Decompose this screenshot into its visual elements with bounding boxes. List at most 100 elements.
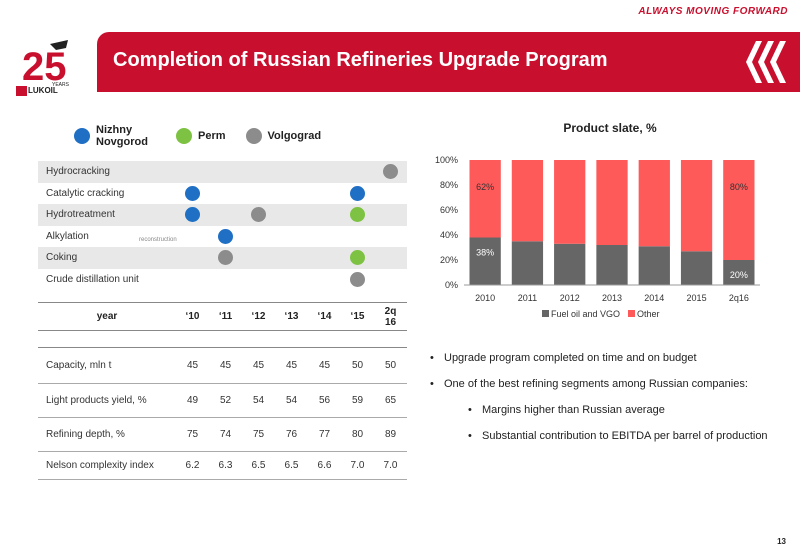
process-name: Crude distillation unit [46,273,139,285]
x-tick-label: 2013 [602,293,622,303]
metric-value: 6.3 [209,451,242,480]
process-cell [374,247,407,269]
process-cell [209,161,242,183]
metric-value: 50 [341,347,374,384]
x-tick-label: 2011 [518,293,537,303]
legend-swatch [542,310,549,317]
process-cell [275,183,308,205]
metric-value: 45 [308,347,341,384]
metric-value: 89 [374,417,407,452]
metric-value: 75 [176,417,209,452]
legend-swatch [628,310,635,317]
perm-dot-icon [350,207,365,223]
process-name: Hydrotreatment [38,204,176,226]
metrics-table: Capacity, mln t 45 45 45 45 45 50 50 Light produ… [38,347,407,480]
bar-fuel-oil [511,241,544,285]
process-cell [209,183,242,205]
metric-value: 6.2 [176,451,209,480]
process-row: Coking [38,247,407,269]
metric-value: 65 [374,383,407,418]
metric-value: 56 [308,383,341,418]
y-tick-label: 20% [440,255,458,265]
process-name: Coking [38,247,176,269]
metric-row: Light products yield, % 49 52 54 54 56 59 65 [38,383,407,418]
year-cell: ‘13 [275,302,308,331]
metric-value: 59 [341,383,374,418]
volgograd-dot-icon [245,128,262,144]
process-cell [242,204,275,226]
volgograd-dot-icon [251,207,266,223]
process-cell [275,269,308,291]
volgograd-dot-icon [218,250,233,266]
process-cell [176,226,209,248]
metric-value: 75 [242,417,275,452]
y-tick-label: 40% [440,230,458,240]
metric-value: 52 [209,383,242,418]
bar-other [596,160,628,245]
svg-text:25: 25 [22,45,67,89]
bar-other [554,160,586,244]
y-tick-label: 0% [445,280,458,290]
page-number: 13 [777,537,786,546]
bar-other [680,160,713,252]
year-cell: 2q 16 [374,302,407,331]
data-label: 20% [730,270,748,280]
process-cell [374,269,407,291]
process-cell [341,204,374,226]
metric-name: Light products yield, % [38,383,176,418]
legend-label: Nizhny Novgorod [96,124,148,148]
process-cell [209,247,242,269]
metric-value: 74 [209,417,242,452]
year-header-table: year ‘10 ‘11 ‘12 ‘13 ‘14 ‘15 2q 16 [38,302,407,331]
process-name: Hydrocracking [38,161,176,183]
reconstruction-note: reconstruction [139,237,177,243]
bar-other [723,160,755,260]
x-tick-label: 2012 [560,293,580,303]
process-cell [176,183,209,205]
metric-name: Refining depth, % [38,417,176,452]
process-name: Alkylation [46,230,89,242]
process-cell [341,226,374,248]
nizhny-dot-icon [74,128,90,144]
bar-fuel-oil [680,251,713,285]
lukoil-25-years-logo: 25 YEARS [16,40,70,96]
process-cell [176,247,209,269]
metric-value: 7.0 [341,451,374,480]
y-tick-label: 100% [435,155,458,165]
process-row: Catalytic cracking [38,183,407,205]
year-cell: ‘15 [341,302,374,331]
x-tick-label: 2q16 [729,293,749,303]
metric-value: 7.0 [374,451,407,480]
metric-value: 80 [341,417,374,452]
year-cell: ‘11 [209,302,242,331]
chart-legend-label: Other [637,309,660,319]
process-cell [275,204,308,226]
process-cell [374,161,407,183]
process-cell [374,204,407,226]
process-cell [374,226,407,248]
bar-fuel-oil [596,245,628,285]
process-cell [275,161,308,183]
process-row: Hydrotreatment [38,204,407,226]
metric-value: 54 [275,383,308,418]
bar-fuel-oil [469,237,501,285]
year-cell: ‘10 [176,302,209,331]
metric-row: Capacity, mln t 45 45 45 45 45 50 50 [38,347,407,384]
bar-fuel-oil [638,246,670,285]
metric-value: 54 [242,383,275,418]
process-cell [242,226,275,248]
process-cell [209,226,242,248]
process-cell [308,269,341,291]
metric-value: 45 [242,347,275,384]
year-label: year [38,302,176,331]
y-tick-label: 80% [440,180,458,190]
process-cell [308,183,341,205]
process-cell [209,269,242,291]
brand-name: LUKOIL [28,86,58,95]
year-cell: ‘14 [308,302,341,331]
process-cell [242,269,275,291]
metric-value: 45 [176,347,209,384]
year-cell: ‘12 [242,302,275,331]
process-cell [308,247,341,269]
legend-label: Perm [198,130,226,142]
